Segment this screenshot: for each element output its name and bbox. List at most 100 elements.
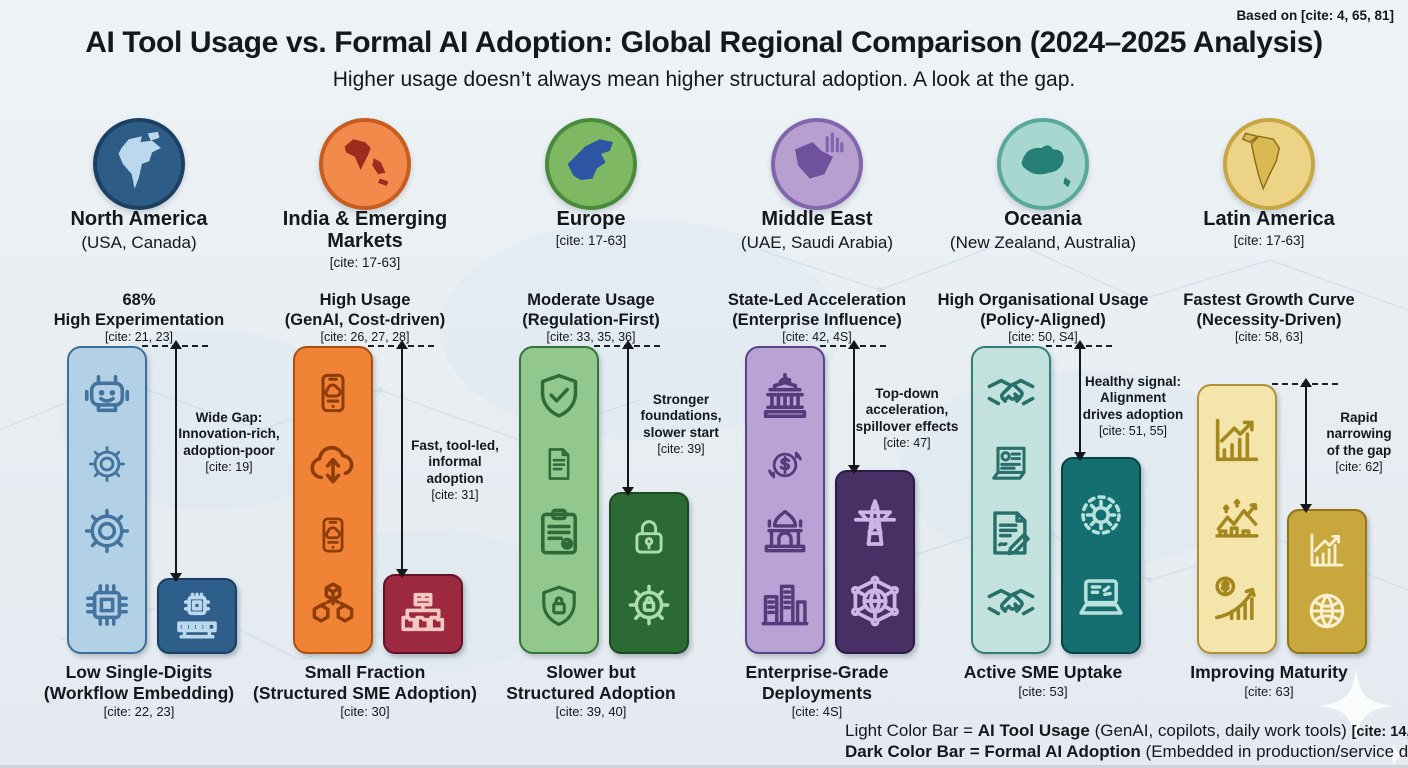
outcome-line1: Low Single-Digits xyxy=(65,662,213,682)
legend-light-bar-line: Light Color Bar = AI Tool Usage (GenAI, … xyxy=(845,721,1408,740)
region-name: Oceania xyxy=(1004,208,1082,230)
outcome-cite: [cite: 63] xyxy=(1244,683,1294,699)
legend-dark-detail: (Embedded in production/service delivery… xyxy=(1145,742,1408,762)
gap-line3: slower start xyxy=(643,424,719,440)
region-badge-latin-america xyxy=(1223,118,1315,210)
city-skyline-icon xyxy=(759,579,811,631)
outcome-label: Slower but Structured Adoption [cite: 39… xyxy=(466,662,716,719)
ai-tool-usage-bar xyxy=(971,346,1051,654)
page-subtitle: Higher usage doesn’t always mean higher … xyxy=(332,68,1076,91)
bars-area: Healthy signal: Alignment drives adoptio… xyxy=(930,345,1183,654)
region-subtitle: (USA, Canada) xyxy=(81,233,197,252)
region-column-oceania: Oceania (New Zealand, Australia) High Or… xyxy=(930,116,1183,765)
outcome-line1: Improving Maturity xyxy=(1190,662,1348,682)
region-header: North America (USA, Canada) xyxy=(34,208,244,253)
outcome-line1: Small Fraction xyxy=(304,662,426,682)
region-subtitle: (UAE, Saudi Arabia) xyxy=(740,233,894,252)
gap-line2: informal xyxy=(428,454,482,470)
growth-chart-icon xyxy=(1210,413,1264,467)
mountain-chart-icon xyxy=(1211,493,1263,545)
outcome-line2: (Structured SME Adoption) xyxy=(253,682,477,703)
region-column-india-emerging-markets: India & Emerging Markets [cite: 17-63] H… xyxy=(252,116,499,765)
outcome-label: Active SME Uptake [cite: 53] xyxy=(918,662,1168,699)
growth-chart-icon xyxy=(1306,529,1348,571)
gap-arrow xyxy=(1078,349,1082,452)
ai-tool-usage-bar xyxy=(293,346,373,654)
outcome-line2: Deployments xyxy=(762,682,872,703)
outcome-cite: [cite: 53] xyxy=(1018,683,1068,699)
document-icon xyxy=(540,445,578,483)
bars-area: Stronger foundations, slower start [cite… xyxy=(478,345,722,654)
region-badge-middle-east xyxy=(771,118,863,210)
region-column-north-america: North America (USA, Canada) 68% High Exp… xyxy=(26,116,280,765)
region-columns: North America (USA, Canada) 68% High Exp… xyxy=(26,116,1392,765)
legend-dark-term: Formal AI Adoption xyxy=(984,742,1141,762)
gap-arrow xyxy=(1304,387,1308,504)
outcome-line1: Active SME Uptake xyxy=(963,662,1123,682)
oceania-map-icon xyxy=(1021,145,1071,188)
usage-header: 68% High Experimentation [cite: 21, 23] xyxy=(20,264,258,344)
gap-line1: Wide Gap: xyxy=(195,410,263,425)
region-badge-oceania xyxy=(997,118,1089,210)
usage-cite: [cite: 21, 23] xyxy=(104,330,174,344)
chip-icon xyxy=(80,578,134,632)
ai-tool-usage-bar xyxy=(519,346,599,654)
globe-icon xyxy=(1304,588,1350,634)
government-building-icon xyxy=(758,369,812,423)
gap-line2: Innovation-rich, xyxy=(178,426,280,442)
gap-arrow xyxy=(626,349,630,487)
gap-annotation: Healthy signal: Alignment drives adoptio… xyxy=(1074,374,1192,438)
usage-line1: Moderate Usage xyxy=(527,291,655,310)
transmission-tower-icon xyxy=(847,495,903,551)
gap-arrow xyxy=(852,349,856,465)
globe-network-icon xyxy=(847,573,903,629)
region-subtitle: (New Zealand, Australia) xyxy=(949,233,1137,252)
outcome-cite: [cite: 22, 23] xyxy=(103,704,175,720)
usage-header: High Organisational Usage (Policy-Aligne… xyxy=(924,264,1162,344)
gap-cite: [cite: 39] xyxy=(657,442,705,457)
gap-line2: foundations, xyxy=(640,408,722,424)
gear-icon xyxy=(81,505,133,557)
ai-tool-usage-bar xyxy=(1197,384,1277,654)
gap-arrow xyxy=(174,349,178,573)
gap-line2: Alignment xyxy=(1100,390,1166,406)
sparkle-icon xyxy=(1320,668,1406,765)
gap-line1: Fast, tool-led, xyxy=(411,438,499,453)
region-header: India & Emerging Markets [cite: 17-63] xyxy=(260,208,470,270)
formal-ai-adoption-bar xyxy=(835,470,915,654)
outcome-label: Improving Maturity [cite: 63] xyxy=(1144,662,1394,699)
legend-light-cite: [cite: 14, 84] xyxy=(1351,724,1408,740)
usage-line2: (GenAI, Cost-driven) xyxy=(284,310,446,329)
usage-line2: (Necessity-Driven) xyxy=(1196,310,1342,329)
usage-header: Fastest Growth Curve (Necessity-Driven) … xyxy=(1150,264,1388,344)
outcome-line2: Structured Adoption xyxy=(506,682,676,703)
region-badge-north-america xyxy=(93,118,185,210)
usage-line2: (Enterprise Influence) xyxy=(732,310,902,329)
bars-area: Wide Gap: Innovation-rich, adoption-poor… xyxy=(26,345,280,654)
outcome-label: Small Fraction (Structured SME Adoption)… xyxy=(240,662,490,719)
page-title: AI Tool Usage vs. Formal AI Adoption: Gl… xyxy=(85,26,1323,59)
europe-map-icon xyxy=(567,139,613,181)
gap-line3: spillover effects xyxy=(855,418,959,434)
gear-icon xyxy=(86,443,128,485)
handshake-icon xyxy=(984,578,1038,632)
region-column-middle-east: Middle East (UAE, Saudi Arabia) State-Le… xyxy=(704,116,958,765)
shield-check-icon xyxy=(533,370,585,422)
region-column-latin-america: Latin America [cite: 17-63] Fastest Grow… xyxy=(1156,116,1392,765)
region-header: Middle East (UAE, Saudi Arabia) xyxy=(712,208,922,253)
handshake-icon xyxy=(984,368,1038,422)
gap-line2: narrowing xyxy=(1326,426,1392,442)
region-header: Europe [cite: 17-63] xyxy=(486,208,696,248)
india-sea-map-icon xyxy=(344,139,389,186)
outcome-label: Low Single-Digits (Workflow Embedding) [… xyxy=(14,662,264,719)
legend-dark-bar-line: Dark Color Bar = Formal AI Adoption (Emb… xyxy=(845,742,1408,761)
gap-annotation: Top-down acceleration, spillover effects… xyxy=(848,386,966,450)
gap-line1: Rapid xyxy=(1340,410,1378,425)
cloud-sync-icon xyxy=(306,438,360,492)
gap-cite: [cite: 19] xyxy=(205,460,253,475)
bars-area: Top-down acceleration, spillover effects… xyxy=(704,345,958,654)
dome-building-icon xyxy=(759,506,811,558)
region-name: Europe xyxy=(556,208,626,230)
region-column-europe: Europe [cite: 17-63] Moderate Usage (Reg… xyxy=(478,116,722,765)
formal-ai-adoption-bar xyxy=(609,492,689,654)
